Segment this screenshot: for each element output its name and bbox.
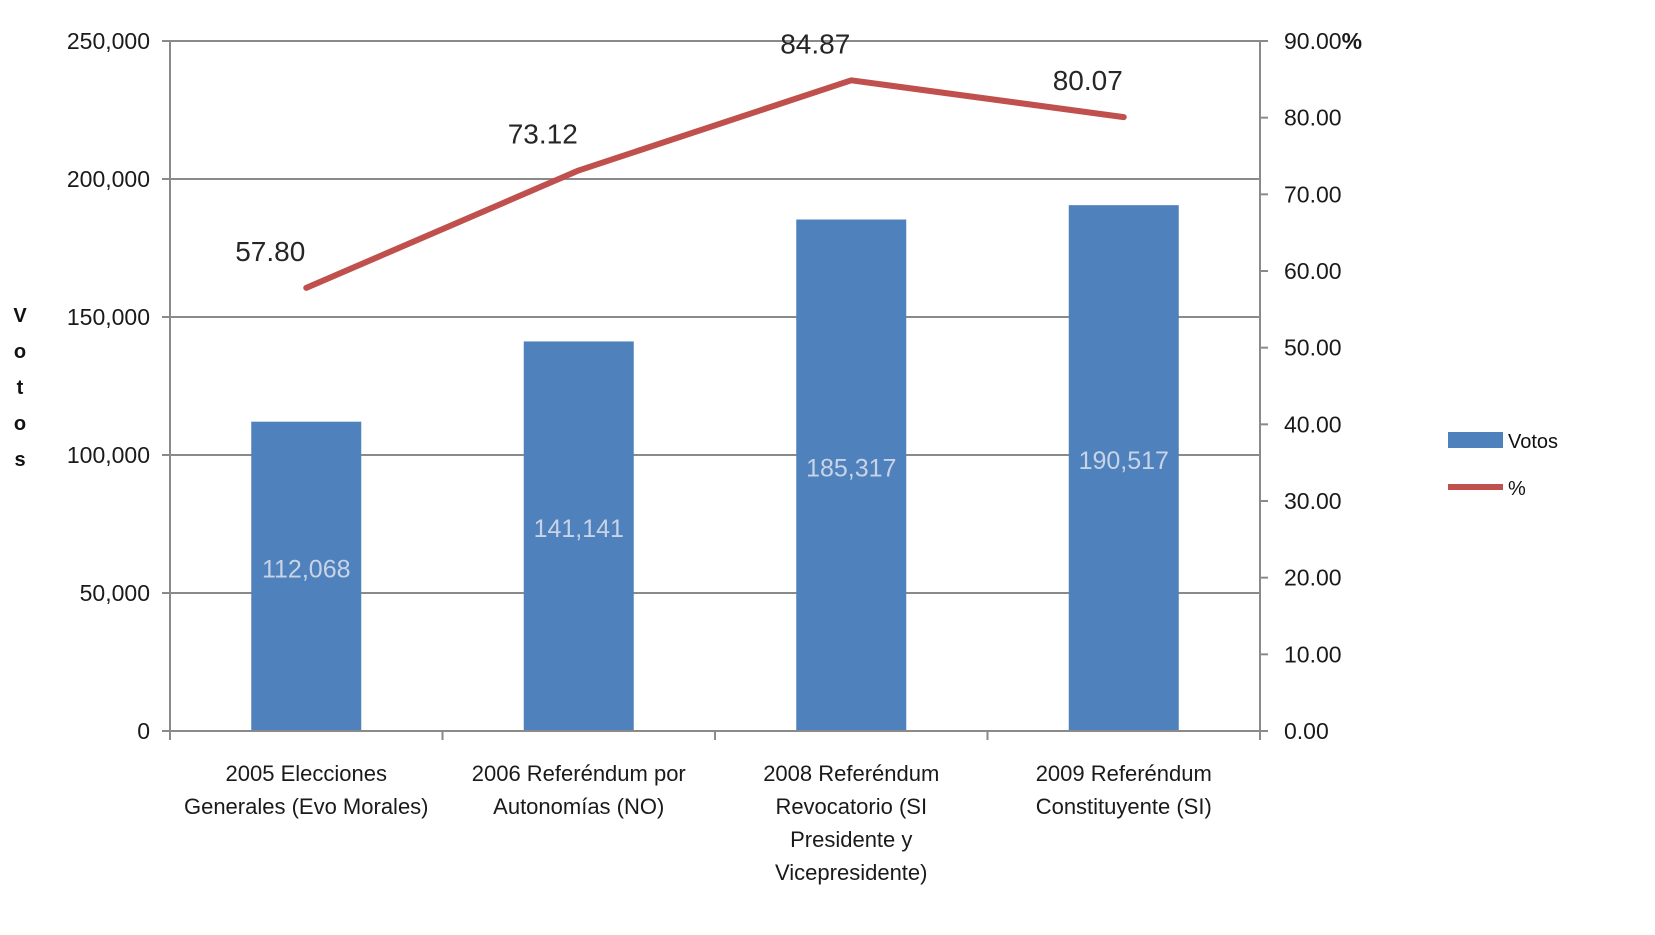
x-tick-label: 2009 Referéndum Constituyente (SI): [1036, 761, 1212, 819]
bar: [523, 341, 634, 731]
bar: [251, 421, 362, 731]
y-axis-title-letter: s: [14, 449, 25, 471]
legend-label-votos: Votos: [1508, 431, 1558, 453]
bar: [796, 219, 907, 731]
y2-tick-label: 80.00: [1284, 105, 1342, 131]
bar-data-label: 190,517: [1079, 447, 1169, 475]
line-point: [305, 286, 308, 289]
y2-tick-label: 60.00: [1284, 258, 1342, 284]
legend-swatch-votos: [1448, 432, 1503, 448]
y-tick-label: 250,000: [67, 28, 150, 54]
y2-tick-label: 40.00: [1284, 411, 1342, 437]
line-point: [1122, 116, 1125, 119]
y2-tick-label: 10.00: [1284, 641, 1342, 667]
y2-tick-label: 20.00: [1284, 565, 1342, 591]
y-tick-label: 50,000: [80, 580, 150, 606]
bar: [1068, 205, 1179, 731]
x-tick-label-line: Presidente y: [790, 827, 912, 852]
line-data-label: 73.12: [508, 118, 578, 149]
x-tick-label-line: 2008 Referéndum: [763, 761, 939, 786]
y2-tick-label: 30.00: [1284, 488, 1342, 514]
legend-label-percent: %: [1508, 478, 1526, 500]
bar-data-label: 112,068: [262, 555, 351, 583]
x-tick-label-line: Generales (Evo Morales): [184, 794, 429, 819]
x-tick-label-line: Revocatorio (SI: [775, 794, 927, 819]
x-tick-label-line: 2005 Elecciones: [226, 761, 387, 786]
y-axis-title-letter: t: [17, 377, 24, 399]
line-series-percent: [303, 77, 1127, 291]
x-tick-label: 2008 Referéndum Revocatorio (SI Presidente…: [763, 761, 939, 885]
y-tick-label: 0: [137, 718, 150, 744]
line-point: [577, 169, 580, 172]
y-tick-label: 100,000: [67, 442, 150, 468]
x-tick-label: 2005 Elecciones Generales (Evo Morales): [184, 761, 429, 819]
y-axis-title-letter: o: [14, 413, 26, 435]
x-tick-label-line: 2009 Referéndum: [1036, 761, 1212, 786]
y-tick-label: 200,000: [67, 166, 150, 192]
x-tick-label-line: Constituyente (SI): [1036, 794, 1212, 819]
bar-series-votos: [251, 205, 1179, 731]
x-tick-label-line: 2006 Referéndum por: [472, 761, 686, 786]
y2-tick-label: 70.00: [1284, 181, 1342, 207]
line-path: [303, 77, 1127, 291]
y2-unit: %: [1342, 28, 1362, 54]
axes: 0 50,000 100,000 150,000 200,000 250,000 0.00 1…: [13, 28, 1362, 885]
x-tick-label: 2006 Referéndum por Autonomías (NO): [472, 761, 686, 819]
y2-tick-label: 0.00: [1284, 718, 1329, 744]
y-axis-title-letter: o: [14, 341, 26, 363]
line-data-label: 80.07: [1053, 65, 1123, 96]
legend: Votos%: [1448, 431, 1558, 500]
line-data-label: 84.87: [780, 28, 850, 59]
bar-data-label: 185,317: [806, 454, 896, 482]
y-axis-title-letter: V: [13, 305, 27, 327]
y2-tick-label: 50.00: [1284, 335, 1342, 361]
x-tick-label-line: Autonomías (NO): [493, 794, 664, 819]
bar-data-label: 141,141: [534, 515, 624, 543]
x-tick-label-line: Vicepresidente): [775, 860, 927, 885]
y-tick-label: 150,000: [67, 304, 150, 330]
line-point: [850, 79, 853, 82]
y2-tick-label: 90.00%: [1284, 28, 1362, 54]
data-labels: 112,068 141,141 185,317 190,517 57.80 73.12 84…: [235, 28, 1169, 583]
line-data-label: 57.80: [235, 236, 305, 267]
